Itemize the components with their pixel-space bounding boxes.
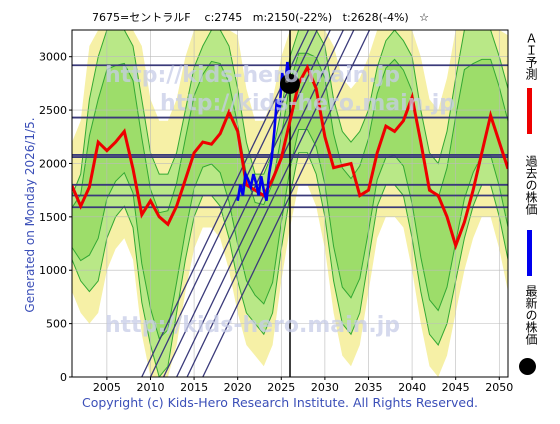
current-price-marker-shine (285, 78, 289, 83)
watermark-bottom: http://kids-hero.main.jp (105, 313, 400, 338)
legend-label-past-price: 過去の株価 (524, 155, 538, 215)
copyright-footer: Copyright (c) Kids-Hero Research Institu… (81, 395, 479, 410)
ytick-label-1: 500 (46, 318, 67, 331)
trend-line-2 (162, 30, 331, 377)
legend: ＡＩ予測 過去の株価 最新の株価 (512, 30, 548, 380)
watermark-top: http://kids-hero.main.jp (105, 63, 400, 88)
series-ai-forecast (72, 63, 508, 251)
ytick-label-4: 2000 (39, 157, 67, 170)
plot-frame (71, 29, 509, 378)
xtick-label-7: 2040 (398, 381, 426, 394)
legend-dot-latest-price (519, 358, 536, 375)
legend-swatch-ai-forecast (527, 88, 532, 134)
ytick-label-6: 3000 (39, 51, 67, 64)
xtick-label-5: 2030 (311, 381, 339, 394)
xtick-label-1: 2010 (136, 381, 164, 394)
xtick-label-2: 2015 (180, 381, 208, 394)
legend-label-latest-price: 最新の株価 (524, 285, 538, 345)
legend-label-ai-forecast: ＡＩ予測 (524, 32, 538, 80)
legend-swatch-past-price (527, 230, 532, 276)
trend-line-5 (202, 30, 371, 377)
xtick-label-9: 2050 (485, 381, 513, 394)
trend-line-4 (186, 30, 355, 377)
xtick-label-6: 2035 (354, 381, 382, 394)
ytick-label-3: 1500 (39, 211, 67, 224)
watermark-mid: http://kids-hero.main.jp (160, 91, 455, 116)
ytick-label-5: 2500 (39, 104, 67, 117)
plot-layer: http://kids-hero.main.jp http://kids-hero… (72, 30, 508, 377)
xtick-label-4: 2025 (267, 381, 295, 394)
generated-date-label: Generated on Monday 2026/1/5. (23, 117, 37, 313)
ytick-label-2: 1000 (39, 264, 67, 277)
chart-title: 7675=セントラルF c:2745 m:2150(-22%) t:2628(-… (92, 11, 430, 24)
xtick-label-0: 2005 (93, 381, 121, 394)
xtick-label-3: 2020 (224, 381, 252, 394)
xtick-label-8: 2045 (442, 381, 470, 394)
ytick-label-0: 0 (60, 371, 67, 384)
current-price-marker (280, 73, 300, 94)
